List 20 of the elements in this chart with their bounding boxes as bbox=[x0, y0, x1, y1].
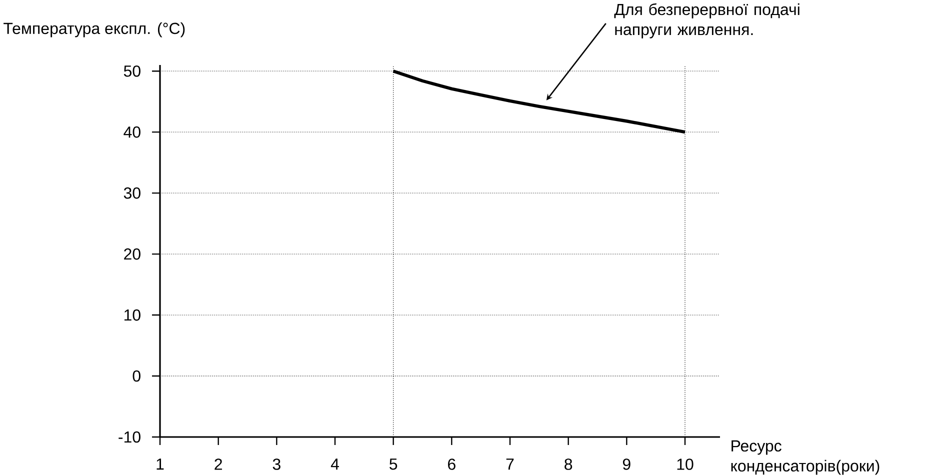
y-tick-label: 0 bbox=[132, 370, 140, 382]
x-tick-label: 4 bbox=[330, 458, 339, 470]
y-tick-label: 40 bbox=[124, 126, 140, 138]
x-tick-label: 3 bbox=[272, 458, 280, 470]
y-tick-label: -10 bbox=[118, 431, 140, 443]
x-axis-title: Ресурс конденсаторів(роки) bbox=[731, 440, 880, 475]
y-tick-label: 10 bbox=[124, 309, 140, 321]
y-tick-label: 50 bbox=[124, 65, 140, 77]
x-tick-label: 2 bbox=[214, 458, 222, 470]
y-tick-label: 20 bbox=[124, 248, 140, 260]
x-tick-label: 9 bbox=[622, 458, 630, 470]
x-tick-label: 10 bbox=[677, 458, 694, 470]
y-axis-title: Температура експл. (°C) bbox=[4, 22, 185, 38]
x-tick-label: 1 bbox=[156, 458, 164, 470]
x-tick-label: 7 bbox=[506, 458, 514, 470]
x-tick-label: 8 bbox=[564, 458, 572, 470]
y-tick-label: 30 bbox=[124, 187, 140, 199]
x-tick-label: 5 bbox=[390, 458, 398, 470]
text: Для безперервної подачі напруги живлення. bbox=[614, 3, 800, 38]
x-tick-label: 6 bbox=[448, 458, 456, 470]
